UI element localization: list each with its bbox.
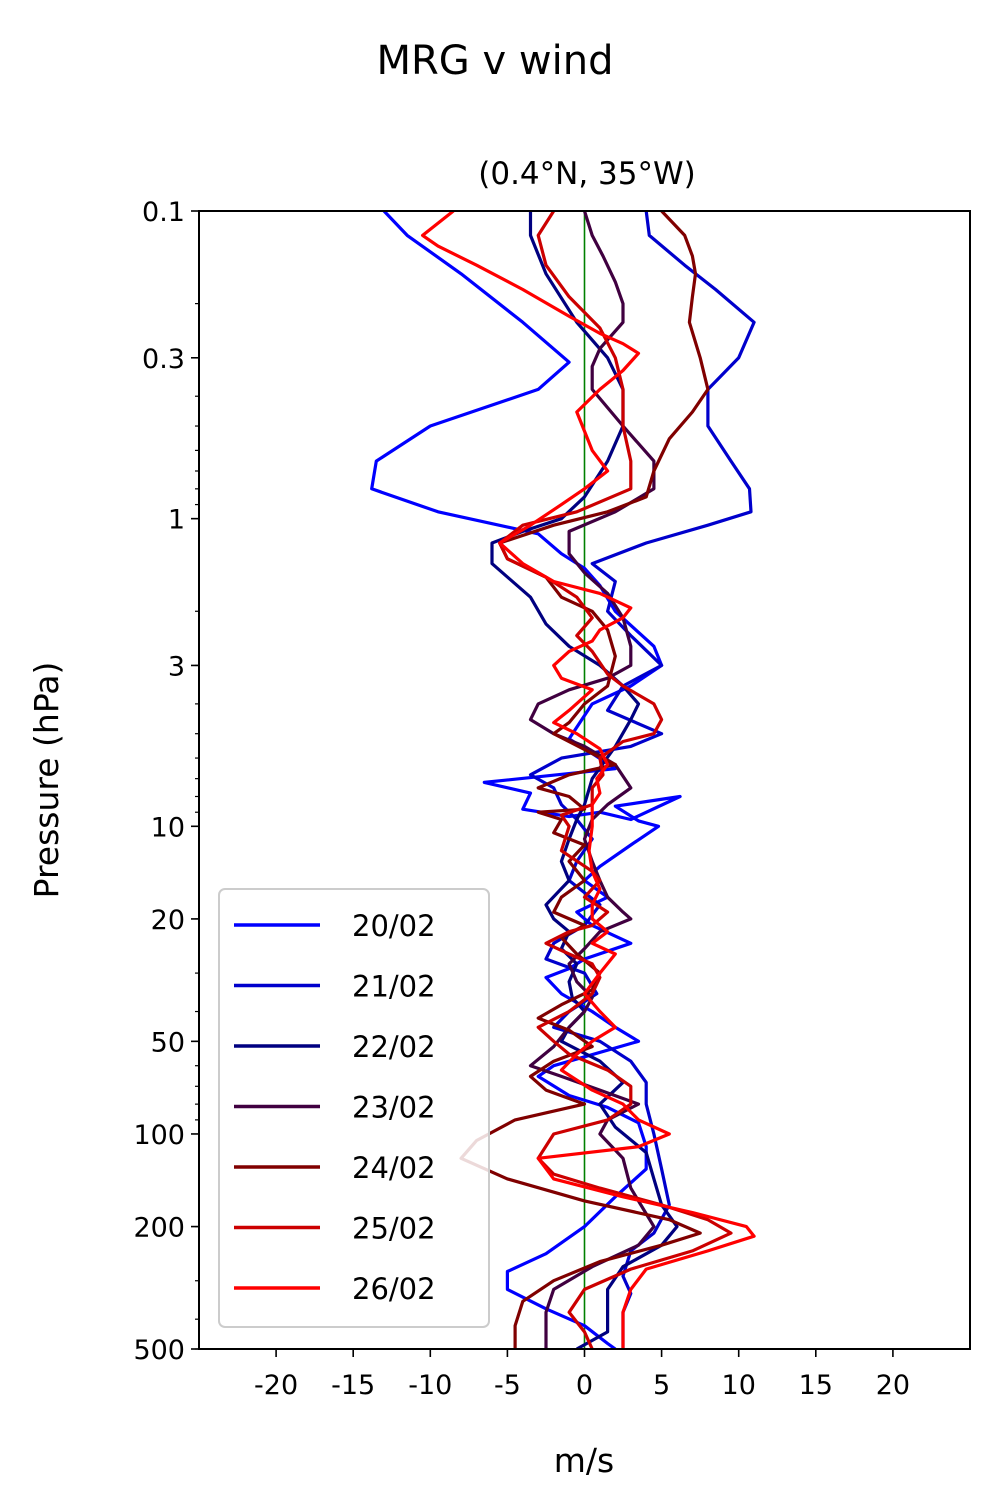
x-axis: -20 -15 -10 -5 0 5 10 15 20 [254, 1349, 910, 1401]
x-tick-label: 5 [653, 1370, 670, 1401]
series-line-26-02 [421, 211, 756, 1349]
legend-label: 21/02 [352, 970, 436, 1004]
x-tick-label: -5 [494, 1370, 521, 1401]
series-group [370, 211, 756, 1349]
legend-box [218, 888, 490, 1328]
legend-label: 24/02 [352, 1151, 436, 1185]
y-tick-label: 0.3 [142, 344, 185, 375]
y-tick-label: 1 [168, 505, 185, 536]
y-tick-label: 10 [151, 812, 185, 843]
x-tick-label: 20 [876, 1370, 910, 1401]
y-tick-label: 100 [133, 1120, 185, 1151]
y-axis-minor-ticks [195, 303, 199, 1350]
chart-subtitle: (0.4°N, 35°W) [478, 156, 695, 192]
y-tick-label: 500 [133, 1335, 185, 1366]
y-axis: 0.1 0.3 1 3 10 20 50 100 200 500 [133, 197, 199, 1366]
y-tick-label: 200 [133, 1213, 185, 1244]
x-tick-label: -20 [254, 1370, 298, 1401]
x-tick-label: -10 [408, 1370, 452, 1401]
legend-label: 23/02 [352, 1091, 436, 1125]
y-tick-label: 20 [151, 905, 185, 936]
legend-label: 26/02 [352, 1272, 436, 1306]
x-tick-label: 0 [576, 1370, 593, 1401]
x-tick-label: -15 [331, 1370, 375, 1401]
y-tick-label: 0.1 [142, 197, 185, 228]
y-axis-label: Pressure (hPa) [27, 662, 66, 899]
y-tick-label: 3 [168, 651, 185, 682]
series-line-25-02 [498, 211, 733, 1349]
x-tick-label: 10 [722, 1370, 756, 1401]
legend-label: 25/02 [352, 1212, 436, 1246]
x-tick-label: 15 [799, 1370, 833, 1401]
legend-label: 22/02 [352, 1030, 436, 1064]
chart-title: MRG v wind [377, 38, 614, 84]
legend-label: 20/02 [352, 909, 436, 943]
series-line-22-02 [490, 211, 679, 1349]
y-tick-label: 50 [151, 1027, 185, 1058]
legend: 20/02 21/02 22/02 23/02 24/02 25/02 26/02 [218, 888, 490, 1328]
x-axis-label: m/s [554, 1441, 614, 1480]
